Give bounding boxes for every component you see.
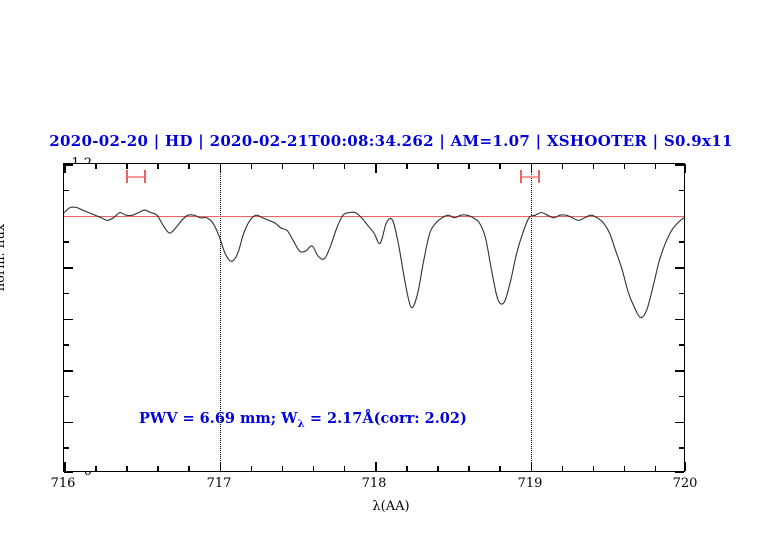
y-axis-minor-tick (64, 189, 69, 192)
y-axis-tick (64, 370, 73, 372)
x-axis-minor-tick (281, 466, 284, 471)
plot-inner-clip: PWV = 6.69 mm; Wλ = 2.17Å(corr: 2.02) (64, 164, 684, 471)
y-axis-tick-right (675, 267, 684, 269)
x-axis-minor-tick-top (561, 164, 564, 169)
y-axis-minor-tick (64, 241, 69, 243)
x-axis-minor-tick-top (654, 164, 657, 169)
x-axis-title: λ(AA) (372, 499, 410, 514)
x-axis-minor-tick (312, 466, 315, 471)
y-axis-tick-right (675, 370, 684, 372)
x-axis-minor-tick (468, 466, 470, 471)
continuum-level-line (64, 215, 684, 217)
y-axis-minor-tick-right (679, 241, 684, 243)
y-axis-minor-tick-right (679, 189, 684, 192)
annotation-suffix: = 2.17Å(corr: 2.02) (304, 410, 467, 427)
y-axis-minor-tick-right (679, 292, 684, 295)
y-axis-tick (64, 471, 73, 473)
y-axis-minor-tick-right (679, 395, 684, 398)
error-bar-marker (520, 170, 540, 183)
x-axis-minor-tick-top (312, 164, 315, 169)
error-bar-horizontal (126, 176, 146, 179)
y-axis-minor-tick-right (679, 344, 684, 346)
x-axis-minor-tick (250, 466, 253, 471)
y-axis-tick-right (675, 318, 684, 321)
error-bar-cap-right (537, 170, 540, 183)
page-title: 2020-02-20 | HD | 2020-02-21T00:08:34.26… (49, 132, 733, 150)
x-axis-minor-tick (561, 466, 564, 471)
x-axis-minor-tick (499, 466, 501, 471)
y-axis-tick-right (675, 421, 684, 424)
x-axis-minor-tick-top (437, 164, 439, 169)
x-tick-label: 718 (361, 476, 387, 491)
x-axis-minor-tick-top (343, 164, 346, 169)
annotation-prefix: PWV = 6.69 mm; W (139, 410, 298, 427)
x-axis-minor-tick-top (157, 164, 159, 169)
x-axis-minor-tick-top (95, 164, 97, 169)
x-axis-minor-tick-top (281, 164, 284, 169)
x-axis-minor-tick-top (188, 164, 190, 169)
y-axis-tick (64, 164, 73, 166)
x-axis-tick-top (64, 164, 66, 173)
x-axis-minor-tick (623, 466, 626, 471)
error-bar-cap-right (143, 170, 146, 183)
x-axis-minor-tick (654, 466, 657, 471)
x-axis-tick (64, 462, 66, 471)
pwv-annotation: PWV = 6.69 mm; Wλ = 2.17Å(corr: 2.02) (139, 410, 467, 430)
y-axis-minor-tick (64, 292, 69, 295)
y-axis-minor-tick (64, 447, 69, 449)
y-axis-tick (64, 318, 73, 321)
error-bar-cap-left (520, 170, 523, 183)
x-axis-minor-tick (343, 466, 346, 471)
x-axis-minor-tick-top (592, 164, 595, 169)
annotation-subscript: λ (297, 417, 305, 430)
vertical-reference-line-717 (219, 164, 221, 471)
spectrum-line-path (64, 206, 684, 319)
x-axis-tick-top (375, 164, 377, 173)
x-tick-label: 720 (672, 476, 698, 491)
x-axis-minor-tick-top (623, 164, 626, 169)
x-axis-tick (375, 462, 377, 471)
y-axis-minor-tick-right (679, 447, 684, 449)
x-axis-minor-tick-top (468, 164, 470, 169)
x-tick-label: 719 (517, 476, 543, 491)
y-axis-minor-tick (64, 344, 69, 346)
y-axis-tick-right (675, 471, 684, 473)
x-tick-label: 716 (50, 476, 76, 491)
spectrum-trace (64, 206, 684, 319)
x-axis-minor-tick-top (406, 164, 408, 169)
x-axis-minor-tick-top (499, 164, 501, 169)
x-axis-minor-tick (592, 466, 595, 471)
x-axis-minor-tick (126, 466, 128, 471)
x-axis-minor-tick (406, 466, 408, 471)
x-axis-minor-tick (95, 466, 97, 471)
x-axis-minor-tick-top (126, 164, 128, 169)
y-axis-title: norm. flux (0, 223, 9, 292)
plot-area: PWV = 6.69 mm; Wλ = 2.17Å(corr: 2.02) (63, 163, 686, 473)
x-tick-label: 717 (206, 476, 232, 491)
x-axis-minor-tick (188, 466, 190, 471)
x-axis-minor-tick (437, 466, 439, 471)
x-axis-minor-tick (157, 466, 159, 471)
x-axis-minor-tick-top (250, 164, 253, 169)
vertical-reference-line-719 (530, 164, 532, 471)
x-axis-tick-top (684, 164, 686, 173)
error-bar-cap-left (126, 170, 129, 183)
y-axis-tick (64, 267, 73, 269)
y-axis-tick-right (675, 164, 684, 166)
error-bar-horizontal (520, 176, 540, 179)
y-axis-tick (64, 421, 73, 424)
error-bar-marker (126, 170, 146, 183)
y-axis-minor-tick (64, 395, 69, 398)
x-axis-tick (684, 462, 686, 471)
